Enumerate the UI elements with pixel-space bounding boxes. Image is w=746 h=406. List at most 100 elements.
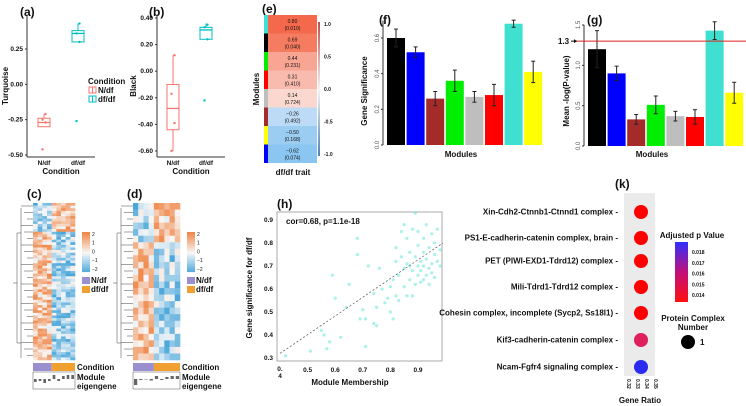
heatmap-cell: [133, 340, 139, 348]
heatmap-cell: [56, 289, 62, 293]
heatmap-cell: [153, 340, 160, 348]
heatmap-cell: [164, 294, 170, 302]
heatmap-cell: [33, 325, 38, 329]
k-color-legend-title: Adjusted p Value: [660, 231, 725, 240]
heatmap-cell: [42, 336, 48, 340]
heatmap-cell: [138, 333, 144, 341]
heatmap-cell: [143, 222, 149, 230]
panel-label-a: (a): [20, 5, 35, 19]
condition-bar-dfdf: [51, 363, 75, 371]
heatmap-cell: [51, 352, 57, 356]
legend-key: [187, 286, 195, 293]
heatmap-cell: [37, 242, 43, 246]
heatmap-cell: [70, 265, 76, 269]
x-tick-label: df/df: [71, 160, 86, 167]
heatmap-cell: [65, 357, 71, 361]
condition-bar-dfdf: [153, 363, 180, 371]
heatmap-cell: [153, 314, 160, 322]
heatmap-cell: [56, 237, 62, 240]
heatmap-cell: [33, 281, 38, 285]
k-size-legend-value: 1: [700, 338, 705, 347]
heatmap-cell: [138, 294, 144, 302]
heatmap-cell: [42, 242, 48, 246]
heatmap-cell: [143, 294, 149, 302]
heatmap-cell: [37, 315, 43, 319]
module-color-strip: [264, 89, 268, 108]
heatmap-cell: [133, 314, 139, 322]
heatmap-cell: [153, 281, 160, 289]
heatmap-cell: [169, 327, 176, 335]
scatter-point: [430, 271, 434, 275]
heatmap-cell: [159, 268, 165, 276]
heatmap-cell: [174, 229, 181, 237]
heatmap-cell: [133, 327, 139, 335]
y-tick-label: -0.40: [138, 121, 153, 128]
heatmap-cell: [42, 307, 48, 311]
heatmap-cell: [51, 260, 57, 264]
heatmap-cell: [65, 346, 71, 350]
heatmap-cell: [133, 288, 139, 295]
heatmap-cell: [70, 315, 76, 319]
y-tick-label: 0.00: [140, 68, 153, 75]
y-tick-label: 0.25: [10, 46, 23, 53]
heatmap-cell: [61, 260, 66, 264]
heatmap-cell: [51, 242, 57, 246]
heatmap-cell: [51, 216, 57, 219]
heatmap-cell: [42, 297, 48, 301]
heatmap-cell: [51, 255, 57, 259]
heatmap-cell: [37, 263, 43, 267]
heatmap-cell: [56, 242, 62, 246]
heatmap-cell: [47, 289, 52, 293]
colorbar-segment: [187, 236, 195, 239]
heatmap-cell: [61, 312, 66, 316]
color-legend-tick: 0.017: [692, 261, 705, 267]
heatmap-cell: [37, 260, 43, 264]
heatmap-cell: [133, 281, 139, 289]
eigengene-bar: [170, 376, 174, 379]
heatmap-cell: [56, 205, 62, 209]
eigengene-box: [32, 371, 76, 390]
heatmap-cell: [56, 357, 62, 361]
h-annotation: cor=0.68, p=1.1e-18: [286, 217, 360, 226]
heatmap-cell: [143, 235, 149, 243]
heatmap-cell: [42, 291, 48, 295]
legend-label: N/df: [98, 86, 114, 95]
heatmap-cell: [42, 203, 48, 206]
heatmap-cell: [164, 301, 170, 308]
scatter-point: [424, 273, 428, 277]
heatmap-cell: [138, 229, 144, 237]
heatmap-cell: [65, 328, 71, 332]
heatmap-cell: [47, 237, 52, 240]
g-ylabel: Mean -log(P-value): [562, 55, 571, 126]
heatmap-cell: [174, 320, 181, 328]
heatmap-cell: [65, 276, 71, 280]
heatmap-cell: [70, 336, 76, 340]
heatmap-cell: [51, 247, 57, 251]
x-tick-label: 0.5: [303, 367, 312, 374]
heatmap-cell: [47, 213, 52, 217]
heatmap-cell: [65, 286, 71, 290]
heatmap-cell: [65, 310, 71, 314]
heatmap-cell: [42, 208, 48, 212]
colorbar-tick: -0.5: [324, 120, 333, 126]
dot: [634, 231, 648, 245]
eigengene-bar: [144, 379, 148, 380]
heatmap-cell: [47, 244, 52, 248]
heatmap-cell: [138, 353, 144, 361]
heatmap-cell: [148, 327, 155, 335]
heatmap-cell: [159, 333, 165, 341]
colorbar-segment: [82, 256, 90, 259]
data-point: [41, 148, 44, 151]
heatmap-cell: [133, 255, 139, 263]
heatmap-cell: [33, 310, 38, 314]
heatmap-cell: [51, 323, 57, 327]
module-color-strip: [264, 15, 268, 34]
eigengene-bar: [43, 379, 46, 383]
heatmap-cell: [51, 320, 57, 324]
heatmap-cell: [169, 353, 176, 361]
heatmap-cell: [70, 341, 76, 345]
scatter-point: [405, 236, 409, 240]
heatmap-cell: [33, 315, 38, 319]
heatmap-cell: [37, 239, 43, 243]
heatmap-cell: [148, 288, 155, 295]
